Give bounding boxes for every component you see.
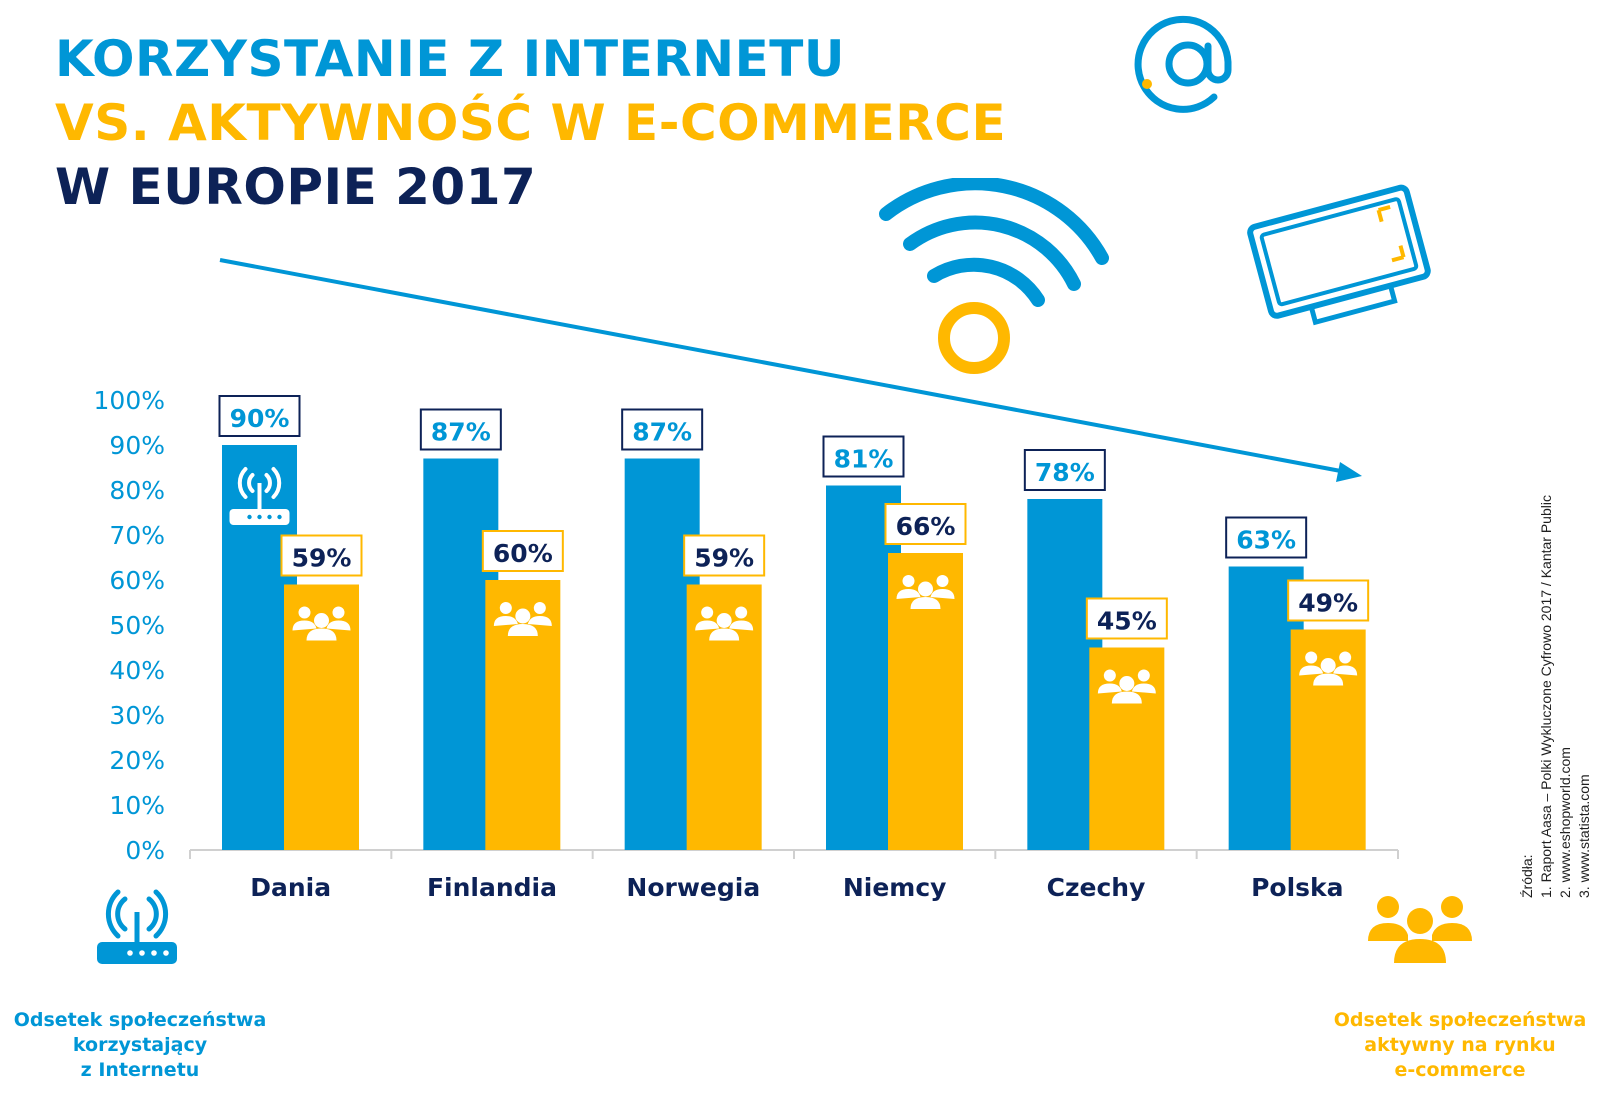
x-tick-label: Niemcy xyxy=(843,873,947,902)
x-tick-label: Czechy xyxy=(1047,873,1146,902)
data-label-ecommerce: 60% xyxy=(493,539,553,568)
y-tick-label: 80% xyxy=(109,476,165,505)
data-label-box xyxy=(1287,579,1370,622)
data-label-box xyxy=(218,395,301,437)
source-item: 1. Raport Aasa – Polki Wykluczone Cyfrow… xyxy=(1538,495,1554,898)
data-label-box xyxy=(280,534,363,577)
legend-internet-line: korzystający xyxy=(72,1034,208,1056)
y-tick-label: 50% xyxy=(109,611,165,640)
legend-ecommerce-line: e-commerce xyxy=(1394,1059,1526,1081)
trend-arrow-icon xyxy=(1336,462,1362,482)
data-label-internet: 78% xyxy=(1035,458,1095,487)
x-tick-label: Polska xyxy=(1251,873,1343,902)
data-label-box xyxy=(1085,597,1168,640)
data-label-ecommerce: 45% xyxy=(1097,607,1157,636)
data-label-box xyxy=(419,408,502,451)
source-item: 3. www.statista.com xyxy=(1576,774,1592,898)
data-label-box xyxy=(1023,449,1106,491)
data-label-box xyxy=(884,503,967,545)
data-label-internet: 87% xyxy=(632,418,692,447)
legend-internet: Odsetek społeczeństwa korzystający z Int… xyxy=(0,1008,280,1083)
laptop-icon xyxy=(1247,184,1431,326)
data-label-box xyxy=(481,530,564,572)
data-label-ecommerce: 66% xyxy=(896,512,956,541)
x-tick-label: Norwegia xyxy=(626,873,760,902)
y-tick-label: 10% xyxy=(109,791,165,820)
data-label-ecommerce: 59% xyxy=(292,544,352,573)
data-label-box xyxy=(683,534,766,577)
data-label-box xyxy=(1225,516,1308,559)
source-item: 2. www.eshopworld.com xyxy=(1557,747,1573,898)
y-tick-label: 90% xyxy=(109,431,165,460)
data-label-internet: 63% xyxy=(1236,526,1296,555)
people-group-icon xyxy=(1368,896,1472,963)
legend-internet-line: z Internetu xyxy=(80,1059,200,1081)
x-tick-label: Dania xyxy=(250,873,331,902)
router-icon xyxy=(97,889,177,964)
data-label-internet: 90% xyxy=(230,404,290,433)
data-label-box xyxy=(621,408,704,451)
legend-ecommerce: Odsetek społeczeństwa aktywny na rynku e… xyxy=(1310,1008,1610,1083)
y-tick-label: 70% xyxy=(109,521,165,550)
sources-note: Źródła: 1. Raport Aasa – Polki Wykluczon… xyxy=(1518,495,1594,898)
y-tick-label: 20% xyxy=(109,746,165,775)
y-tick-label: 30% xyxy=(109,701,165,730)
y-tick-label: 100% xyxy=(94,386,165,415)
data-label-internet: 87% xyxy=(431,418,491,447)
data-label-ecommerce: 59% xyxy=(694,544,754,573)
x-tick-label: Finlandia xyxy=(427,873,557,902)
sources-heading: Źródła: xyxy=(1519,854,1535,898)
at-sign-icon xyxy=(1134,15,1232,113)
data-label-box xyxy=(822,435,905,478)
legend-ecommerce-line: Odsetek społeczeństwa xyxy=(1333,1009,1587,1031)
y-tick-label: 40% xyxy=(109,656,165,685)
trend-arrow-line xyxy=(219,258,1347,474)
y-tick-label: 0% xyxy=(125,836,165,865)
data-label-ecommerce: 49% xyxy=(1298,589,1358,618)
legend-ecommerce-line: aktywny na rynku xyxy=(1364,1034,1556,1056)
legend-internet-line: Odsetek społeczeństwa xyxy=(13,1009,267,1031)
title-line-3: W EUROPIE 2017 xyxy=(55,158,537,216)
data-label-internet: 81% xyxy=(834,445,894,474)
title-line-2: VS. AKTYWNOŚĆ W E-COMMERCE xyxy=(55,94,1007,152)
title-line-1: KORZYSTANIE Z INTERNETU xyxy=(55,30,845,88)
wifi-icon xyxy=(879,178,1109,374)
y-tick-label: 60% xyxy=(109,566,165,595)
